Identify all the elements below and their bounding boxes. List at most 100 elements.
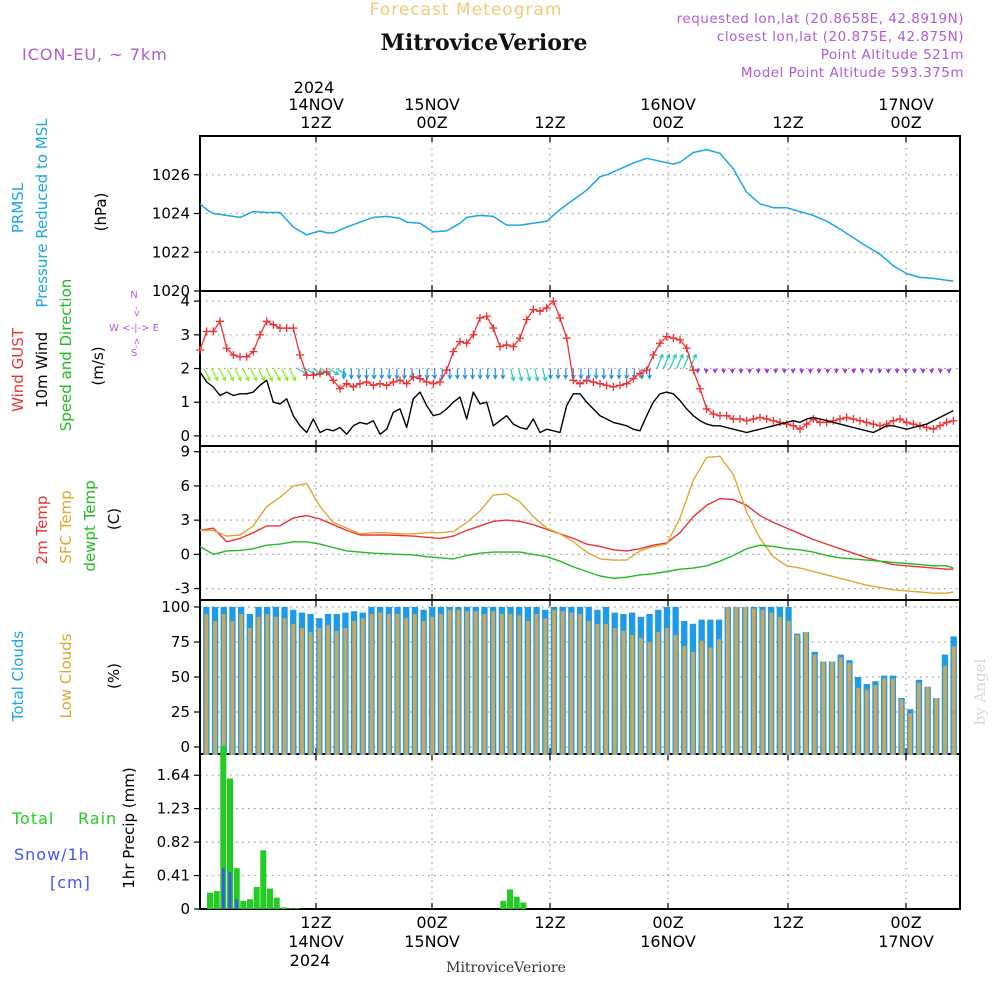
gust-marker xyxy=(482,312,491,321)
wind-arrow-head xyxy=(229,376,234,382)
panel5-labels: Total Rain Snow/1h [cm] 1hr Precip (mm) xyxy=(11,767,138,892)
wind-arrow-head xyxy=(616,374,622,380)
total-clouds-label: Total Clouds xyxy=(9,631,27,723)
wind-arrow-head xyxy=(755,368,761,374)
gust-marker xyxy=(489,324,498,333)
low-cloud-bar xyxy=(917,682,921,755)
low-cloud-bar xyxy=(769,612,774,755)
low-cloud-bar xyxy=(439,614,443,755)
wind-arrow-head xyxy=(842,368,848,374)
gust-marker xyxy=(409,372,418,381)
wind-arrow-head xyxy=(738,368,744,374)
wind-arrow-head xyxy=(937,368,943,374)
hpa-unit-label: (hPa) xyxy=(92,193,110,232)
gust-marker xyxy=(556,313,564,322)
low-cloud-bar xyxy=(395,614,400,755)
gust-marker xyxy=(402,379,411,388)
celsius-unit-label: (C) xyxy=(105,508,123,530)
gust-marker xyxy=(736,415,744,424)
compass-dir-s: <- xyxy=(131,338,141,349)
wind-arrow-head xyxy=(371,374,377,380)
y-tick-label: 6 xyxy=(180,477,190,495)
watermark: by Angel xyxy=(971,658,989,725)
y-tick-label: 1 xyxy=(180,393,190,411)
gust-marker xyxy=(669,334,678,343)
gust-marker xyxy=(762,415,771,424)
top-year-label: 2024 xyxy=(294,78,335,97)
gust-marker xyxy=(462,339,471,348)
low-cloud-bar xyxy=(552,609,556,755)
wind-arrow-head xyxy=(721,368,727,374)
low-cloud-bar xyxy=(465,611,469,755)
top-hour-label: 00Z xyxy=(416,113,447,132)
gust-marker xyxy=(576,379,584,388)
gust-marker xyxy=(349,383,358,392)
gust-marker xyxy=(389,377,398,386)
wind-arrow-head xyxy=(462,374,468,380)
tsfc-label: SFC Temp xyxy=(57,490,75,563)
wind-direction-arrow xyxy=(662,354,670,369)
gust-marker xyxy=(609,383,618,392)
wind-series xyxy=(196,297,958,435)
wind-direction-arrow xyxy=(203,368,211,381)
gust-marker xyxy=(689,366,698,375)
wind-arrow-head xyxy=(341,374,347,380)
wind-direction-arrow xyxy=(510,368,515,381)
low-cloud-bar xyxy=(691,651,695,755)
low-cloud-bar xyxy=(517,615,522,755)
low-cloud-bar xyxy=(256,616,261,755)
wind-direction-arrow xyxy=(257,368,265,381)
wind-arrow-head xyxy=(221,376,227,382)
gust-marker xyxy=(209,327,218,336)
low-cloud-bar xyxy=(247,628,252,755)
wind-arrow-head xyxy=(593,374,599,380)
low-cloud-bar xyxy=(751,608,756,755)
wind-arrow-head xyxy=(548,374,553,380)
cloud-bars xyxy=(203,607,957,755)
gust-marker xyxy=(949,416,958,425)
low-cloud-bar xyxy=(499,614,504,755)
prmsl-label: PRMSL xyxy=(9,182,27,233)
gust-marker xyxy=(516,334,524,343)
wind-arrow-head xyxy=(356,374,362,380)
gust-marker xyxy=(829,416,838,425)
low-cloud-bar xyxy=(786,621,791,755)
gust-marker xyxy=(896,415,904,424)
bottom-date-label: 15NOV xyxy=(404,932,460,951)
gust-marker xyxy=(309,371,318,380)
gust-marker xyxy=(702,404,711,413)
y-tick-label: 4 xyxy=(180,292,190,310)
rain-bar xyxy=(233,868,240,909)
bottom-hour-label: 12Z xyxy=(772,913,803,932)
wind-direction-arrow xyxy=(542,368,547,381)
gust-marker xyxy=(269,320,278,329)
gust-marker xyxy=(362,377,371,386)
bottom-hour-label: 12Z xyxy=(534,913,565,932)
gust-marker xyxy=(496,342,504,351)
low-cloud-bar xyxy=(821,661,826,755)
gust-marker xyxy=(862,418,871,427)
bottom-hour-label: 00Z xyxy=(890,913,921,932)
gust-marker xyxy=(742,416,751,425)
y-tick-label: 0 xyxy=(180,900,190,918)
low-cloud-bar xyxy=(291,623,296,755)
t2m-line xyxy=(199,497,954,570)
gust-marker xyxy=(216,317,224,326)
precip-axis-label: 1hr Precip (mm) xyxy=(120,767,138,888)
low-cloud-bar xyxy=(230,621,235,755)
y-tick-label: -3 xyxy=(175,580,190,598)
y-tick-label: 0.41 xyxy=(157,867,190,885)
gust-marker xyxy=(656,339,664,348)
low-cloud-bar xyxy=(300,628,304,755)
ms-unit-label: (m/s) xyxy=(89,346,107,385)
low-cloud-bar xyxy=(925,686,930,755)
gust-marker xyxy=(262,317,271,326)
gust-marker xyxy=(782,420,791,429)
wind-arrow-head xyxy=(268,376,273,382)
wind-direction-arrow xyxy=(656,354,664,369)
low-cloud-bar xyxy=(204,614,209,755)
wind-arrow-head xyxy=(692,353,697,359)
low-cloud-bar xyxy=(717,639,721,755)
pressure-msl-label: Pressure Reduced to MSL xyxy=(33,118,51,308)
wind-direction-arrow xyxy=(218,368,226,381)
